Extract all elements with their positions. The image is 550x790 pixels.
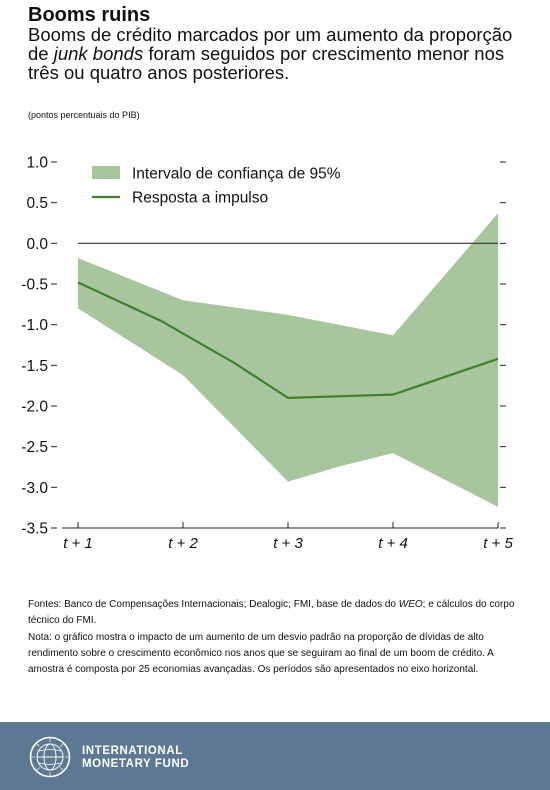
legend-swatch-band	[92, 166, 120, 179]
y-tick-label: -1.0	[21, 317, 48, 334]
y-tick-label: -3.5	[21, 521, 48, 538]
confidence-band	[78, 213, 498, 507]
sources-text: Fontes: Banco de Compensações Internacio…	[28, 597, 518, 630]
impulse-response-line	[77, 281, 499, 399]
y-tick-label: -2.0	[21, 399, 48, 416]
y-tick-label: -2.5	[21, 439, 48, 456]
imf-seal-icon	[29, 736, 71, 778]
legend-label: Intervalo de confiança de 95%	[132, 166, 341, 183]
legend: Intervalo de confiança de 95% Resposta a …	[92, 166, 341, 207]
y-tick-label: 0.5	[26, 195, 48, 212]
legend-label: Resposta a impulso	[132, 190, 268, 207]
footer-line-2: MONETARY FUND	[82, 757, 190, 770]
x-tick-label: t + 2	[168, 535, 198, 552]
units-label: (pontos percentuais do PIB)	[28, 110, 140, 120]
y-tick-label: 0.0	[26, 236, 48, 253]
footer-line-1: INTERNATIONAL	[82, 745, 183, 757]
line-layer	[77, 281, 499, 399]
x-tick-label: t + 4	[378, 535, 408, 552]
line-chart: 1.0 0.5 0.0 -0.5 -1.0 -1.5 -2.0 -2.5 -3.0 -3.5 t +…	[21, 155, 513, 553]
sources-text-2: ; e cálculos do corpo técnico do FMI.	[28, 599, 515, 627]
subtitle-text-1: Booms de crédito marcados por um aumento…	[28, 24, 513, 64]
chart-title: Booms ruins	[28, 4, 151, 26]
sources-text-1: Fontes: Banco de Compensações Internacio…	[28, 599, 399, 610]
chart-notes: Fontes: Banco de Compensações Internacio…	[28, 597, 518, 678]
subtitle-text-2: foram seguidos por crescimento menor nos…	[28, 43, 505, 83]
x-tick-label: t + 5	[483, 535, 513, 552]
note-text: Nota: o gráfico mostra o impacto de um a…	[28, 631, 494, 676]
footer-bar: INTERNATIONAL MONETARY FUND	[0, 722, 550, 790]
footer-wordmark: INTERNATIONAL MONETARY FUND	[82, 745, 189, 770]
y-tick-label: -3.0	[21, 480, 48, 497]
chart-subtitle: Booms de crédito marcados por um aumento…	[28, 25, 528, 82]
band-layer	[78, 213, 498, 507]
y-tick-label: -0.5	[21, 277, 48, 294]
x-tick-label: t + 1	[63, 535, 93, 552]
sources-emphasis: WEO	[398, 599, 423, 610]
subtitle-emphasis: junk bonds	[53, 43, 144, 64]
y-tick-label: -1.5	[21, 358, 48, 375]
x-tick-label: t + 3	[273, 535, 303, 552]
axes-layer: 1.0 0.5 0.0 -0.5 -1.0 -1.5 -2.0 -2.5 -3.0 -3.5 t +…	[21, 155, 513, 553]
y-tick-label: 1.0	[26, 155, 48, 172]
